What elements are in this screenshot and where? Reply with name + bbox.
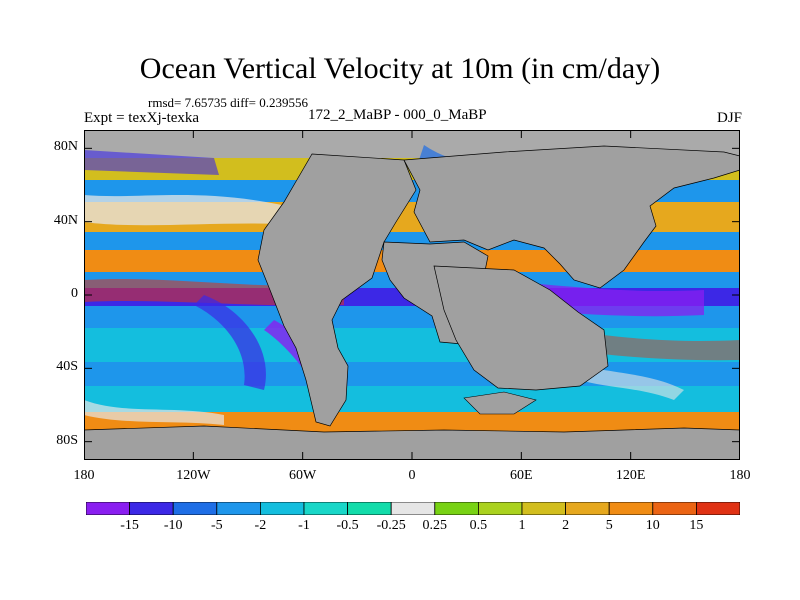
stats-text: rmsd= 7.65735 diff= 0.239556 <box>148 95 308 110</box>
colorbar-swatch <box>347 501 392 516</box>
colorbar-swatch <box>172 501 218 516</box>
antarctica-landmass <box>84 425 740 460</box>
colorbar-label: 2 <box>562 518 570 533</box>
colorbar-swatches <box>85 501 741 516</box>
lat-label: 80N <box>53 139 78 155</box>
season-label: DJF <box>716 110 742 126</box>
lon-label: 60W <box>289 468 317 483</box>
lon-label: 120E <box>615 468 646 483</box>
island-landmass <box>463 391 537 415</box>
band-south-cyan <box>84 328 740 362</box>
plot-title: Ocean Vertical Velocity at 10m (in cm/da… <box>139 52 661 85</box>
colorbar-label: 0.5 <box>469 518 488 533</box>
colorbar-swatch <box>477 501 523 516</box>
lon-label: 180 <box>729 468 751 483</box>
colorbar-swatch <box>85 501 130 516</box>
colorbar-swatch <box>216 501 261 516</box>
colorbar-swatch <box>434 501 479 516</box>
colorbar-label: -0.5 <box>336 518 359 533</box>
arctic-blue-patch <box>84 150 219 175</box>
lat-label: 40S <box>56 359 78 375</box>
colorbar-label: -5 <box>210 518 223 533</box>
lat-label: 40N <box>53 212 78 228</box>
colorbar-label: -1 <box>298 518 310 533</box>
colorbar-swatch <box>608 501 654 516</box>
colorbar-swatch <box>390 501 436 516</box>
lon-label: 120W <box>176 468 211 483</box>
map-panel <box>84 130 740 460</box>
colorbar-label: 15 <box>689 518 704 533</box>
axis-ticks <box>84 130 740 460</box>
colorbar-swatch <box>652 501 697 516</box>
lon-label: 0 <box>408 468 416 483</box>
colorbar-swatch <box>129 501 174 516</box>
colorbar-swatch <box>303 501 348 516</box>
eurasia-landmass <box>403 145 740 289</box>
colorbar-label: 1 <box>518 518 526 533</box>
colorbar-label: 5 <box>605 518 613 533</box>
colorbar-label: -2 <box>254 518 267 533</box>
southern-africa-antarctic-landmass <box>433 265 609 391</box>
experiment-label: Expt = texXj-texka <box>84 110 200 126</box>
americas-landmass <box>257 153 417 427</box>
colorbar-label: 0.25 <box>422 518 448 533</box>
lon-label: 60E <box>510 468 533 483</box>
colorbar-swatch <box>696 501 741 516</box>
colorbar <box>85 501 741 516</box>
colorbar-label: 10 <box>645 518 660 533</box>
colorbar-label: -0.25 <box>376 518 406 533</box>
map-canvas <box>84 130 740 460</box>
colorbar-swatch <box>565 501 610 516</box>
comparison-label: 172_2_MaBP - 000_0_MaBP <box>308 107 487 123</box>
lon-label: 180 <box>73 468 95 483</box>
pacific-white-streak <box>84 195 304 226</box>
lat-label: 80S <box>56 432 78 448</box>
colorbar-swatch <box>259 501 305 516</box>
lat-label: 0 <box>71 286 78 301</box>
southern-white-streak <box>84 400 224 425</box>
colorbar-swatch <box>521 501 566 516</box>
map-border <box>84 130 740 460</box>
colorbar-label: -10 <box>163 518 183 533</box>
band-southern-cyan <box>84 386 740 412</box>
pacific-blue-swirl <box>194 295 266 390</box>
colorbar-label: -15 <box>120 518 139 533</box>
